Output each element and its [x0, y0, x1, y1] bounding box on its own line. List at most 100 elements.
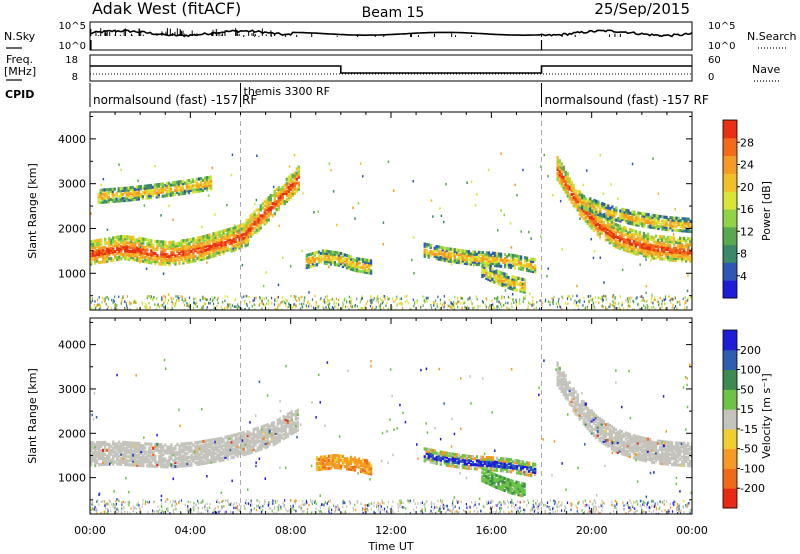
range-gate-cell	[169, 193, 173, 197]
range-gate-cell	[209, 298, 211, 302]
range-gate-cell	[179, 180, 183, 184]
range-gate-cell	[674, 246, 678, 250]
range-gate-cell	[598, 226, 601, 230]
range-gate-cell	[638, 251, 642, 255]
range-gate-cell	[363, 262, 367, 266]
range-gate-cell	[216, 437, 219, 441]
range-gate-cell	[188, 449, 191, 453]
range-gate-cell	[222, 448, 225, 452]
range-gate-cell	[622, 240, 626, 244]
range-gate-cell	[611, 213, 614, 217]
range-gate-cell	[572, 294, 574, 298]
range-gate-cell	[141, 190, 144, 195]
range-gate-cell	[560, 172, 563, 176]
range-gate-cell	[198, 246, 201, 250]
range-gate-cell	[148, 448, 151, 452]
range-gate-cell	[192, 237, 195, 241]
range-gate-cell	[240, 441, 243, 445]
range-gate-cell	[140, 464, 143, 468]
range-gate-cell	[228, 227, 231, 231]
range-gate-cell	[226, 236, 229, 240]
range-gate-cell	[130, 251, 133, 255]
range-gate-cell	[662, 257, 666, 261]
freq-label-line2: [MHz]	[4, 65, 36, 78]
range-gate-cell	[437, 253, 440, 257]
range-gate-cell	[630, 228, 634, 232]
range-gate-cell	[467, 252, 471, 256]
range-gate-cell	[122, 460, 125, 464]
range-gate-cell	[232, 234, 235, 238]
range-gate-cell	[644, 248, 648, 252]
range-gate-cell	[168, 247, 171, 251]
range-gate-cell	[685, 301, 687, 304]
range-gate-cell	[549, 303, 551, 307]
range-gate-cell	[575, 304, 578, 307]
range-gate-cell	[102, 458, 105, 462]
range-gate-cell	[578, 208, 581, 212]
range-gate-cell	[212, 246, 215, 250]
range-gate-cell	[112, 456, 115, 460]
range-gate-cell	[556, 305, 559, 309]
range-gate-cell	[208, 243, 211, 247]
range-gate-cell	[125, 190, 128, 194]
range-gate-cell	[656, 244, 660, 248]
range-gate-cell	[162, 248, 165, 252]
range-gate-cell	[174, 260, 177, 264]
range-gate-cell	[632, 247, 636, 251]
range-gate-cell	[152, 247, 155, 251]
range-gate-cell	[646, 306, 648, 310]
range-gate-cell	[365, 302, 367, 306]
range-gate-cell	[136, 443, 139, 447]
range-gate-cell	[681, 259, 684, 263]
range-gate-cell	[313, 263, 316, 267]
range-gate-cell	[621, 268, 624, 272]
range-gate-cell	[259, 208, 262, 212]
range-gate-cell	[264, 431, 267, 436]
range-gate-cell	[662, 245, 666, 249]
range-gate-cell	[202, 247, 205, 251]
range-gate-cell	[632, 308, 634, 310]
range-gate-cell	[528, 265, 531, 269]
range-gate-cell	[238, 238, 241, 242]
range-gate-cell	[99, 196, 102, 200]
range-gate-cell	[261, 302, 263, 305]
range-gate-cell	[585, 205, 588, 209]
range-gate-cell	[642, 231, 646, 236]
range-gate-cell	[608, 233, 611, 237]
y-tick-label: 4000	[58, 133, 86, 146]
range-gate-cell	[114, 454, 117, 458]
range-gate-cell	[240, 447, 243, 451]
range-gate-cell	[589, 207, 592, 211]
range-gate-cell	[220, 248, 223, 252]
range-gate-cell	[255, 224, 258, 228]
range-gate-cell	[142, 302, 144, 306]
range-gate-cell	[172, 258, 175, 262]
range-gate-cell	[100, 250, 103, 254]
range-gate-cell	[124, 235, 127, 239]
range-gate-cell	[171, 191, 175, 195]
range-gate-cell	[220, 242, 223, 246]
range-gate-cell	[228, 450, 231, 454]
range-gate-cell	[575, 301, 577, 304]
range-gate-cell	[192, 247, 195, 251]
nsky-tick-bottom-right: 10^0	[708, 41, 735, 52]
range-gate-cell	[355, 257, 359, 261]
range-gate-cell	[599, 203, 602, 207]
range-gate-cell	[566, 178, 569, 182]
range-gate-cell	[287, 185, 290, 189]
range-gate-cell	[284, 415, 287, 420]
range-gate-cell	[176, 248, 179, 252]
range-gate-cell	[676, 238, 680, 242]
range-gate-cell	[586, 221, 589, 226]
range-gate-cell	[206, 298, 208, 301]
range-gate-cell	[630, 250, 634, 255]
range-gate-cell	[268, 302, 270, 305]
range-gate-cell	[451, 254, 454, 258]
range-gate-cell	[192, 451, 195, 455]
range-gate-cell	[104, 239, 107, 243]
range-gate-cell	[204, 441, 207, 445]
range-gate-cell	[170, 445, 173, 449]
date-title: 25/Sep/2015	[594, 0, 690, 18]
range-gate-cell	[98, 453, 101, 457]
